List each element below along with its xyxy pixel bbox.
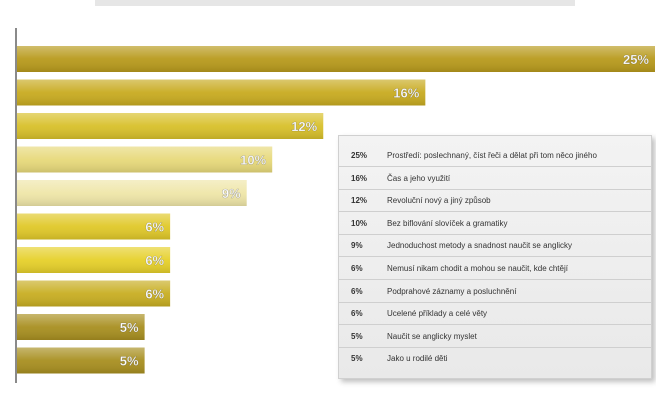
bar-value-label-10: 5% <box>120 354 139 369</box>
legend-percent: 5% <box>351 354 363 364</box>
legend-label: Nemusí nikam chodit a mohou se naučit, k… <box>387 264 568 273</box>
bar-shine-4 <box>17 146 273 173</box>
legend-percent: 12% <box>351 196 368 206</box>
bar-value-label-9: 5% <box>120 320 139 335</box>
legend-row: 5% Jako u rodilé děti <box>339 349 651 369</box>
legend-row: 12% Revoluční nový a jiný způsob <box>339 191 651 213</box>
bar-value-label-5: 9% <box>222 186 241 201</box>
bar-value-label-1: 25% <box>623 52 649 67</box>
legend-row: 5% Naučit se anglicky myslet <box>339 327 651 348</box>
legend-percent: 25% <box>351 151 368 160</box>
legend-label: Prostředí: poslechnaný, číst řeči a děla… <box>387 151 597 160</box>
bar-shine-8 <box>17 280 171 307</box>
legend: 25% Prostředí: poslechnaný, číst řeči a d… <box>338 135 652 379</box>
bar-shine-7 <box>17 247 171 273</box>
legend-row: 6% Nemusí nikam chodit a mohou se naučit,… <box>339 259 651 280</box>
legend-label: Revoluční nový a jiný způsob <box>387 196 491 206</box>
bar-shine-5 <box>17 180 247 206</box>
legend-label: Jednoduchost metody a snadnost naučit se… <box>387 241 573 251</box>
bar-value-label-7: 6% <box>145 253 164 268</box>
bar-value-label-2: 16% <box>393 86 419 101</box>
bar-value-label-3: 12% <box>291 119 317 134</box>
legend-row: 25% Prostředí: poslechnaný, číst řeči a d… <box>339 146 651 167</box>
legend-percent: 9% <box>351 241 363 251</box>
bar-shine-9 <box>17 314 145 340</box>
bar-shine-3 <box>17 113 324 139</box>
legend-percent: 16% <box>351 173 368 183</box>
bar-shine-2 <box>17 79 426 106</box>
bar-shine-6 <box>17 213 171 240</box>
legend-row: 6% Ucelené příklady a celé věty <box>339 304 651 326</box>
faded-title-strip <box>95 0 575 6</box>
bar-value-label-4: 10% <box>240 153 266 168</box>
legend-label: Podprahové záznamy a posluchnění <box>387 286 517 296</box>
legend-percent: 6% <box>351 286 363 296</box>
bar-shine-10 <box>17 347 145 374</box>
legend-label: Ucelené příklady a celé věty <box>387 309 488 319</box>
legend-row: 6% Podprahové záznamy a posluchnění <box>339 282 651 303</box>
legend-percent: 10% <box>351 218 368 228</box>
bar-shine-1 <box>17 46 655 72</box>
bar-value-label-6: 6% <box>145 220 164 235</box>
legend-label: Naučit se anglicky myslet <box>387 331 477 341</box>
legend-label: Jako u rodilé děti <box>387 354 448 364</box>
legend-label: Čas a jeho využití <box>387 173 451 183</box>
legend-percent: 6% <box>351 309 363 319</box>
legend-row: 10% Bez biflování slovíček a gramatiky <box>339 214 651 235</box>
legend-percent: 6% <box>351 264 363 273</box>
bar-value-label-8: 6% <box>145 287 164 302</box>
legend-row: 9% Jednoduchost metody a snadnost naučit … <box>339 236 651 258</box>
legend-label: Bez biflování slovíček a gramatiky <box>387 218 508 228</box>
legend-row: 16% Čas a jeho využití <box>339 169 651 190</box>
legend-percent: 5% <box>351 331 363 341</box>
